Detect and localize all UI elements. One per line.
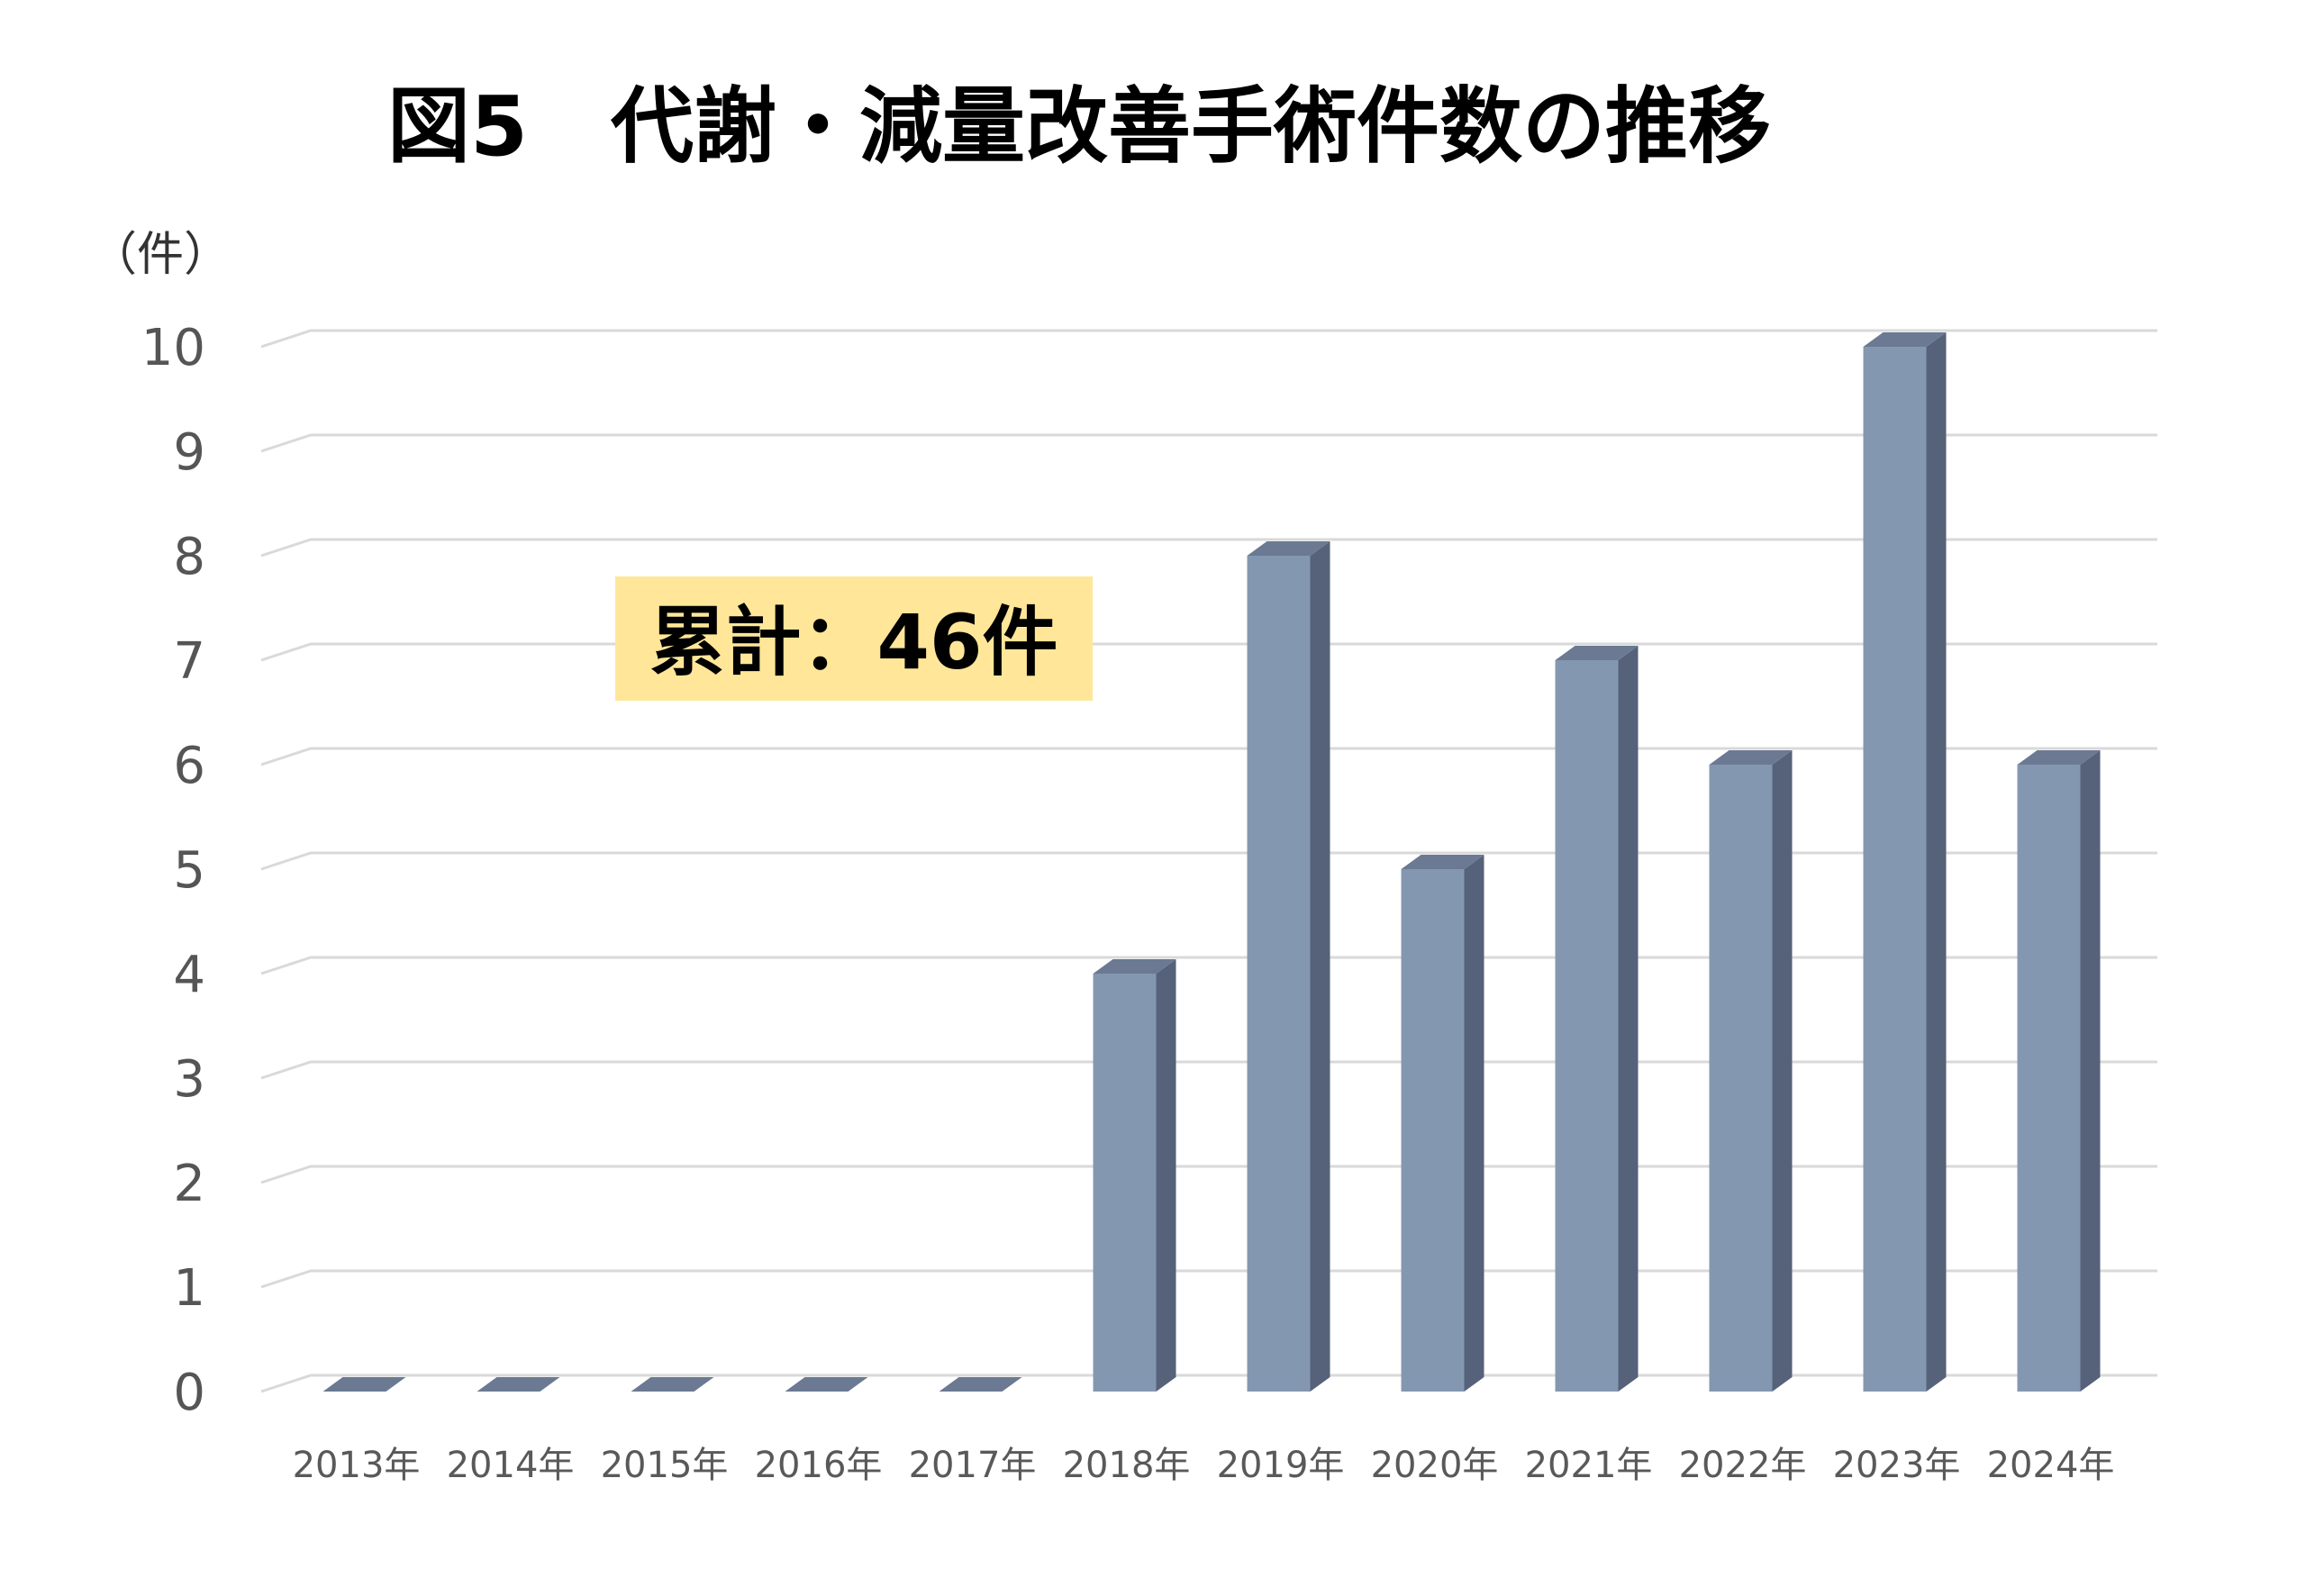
x-tick-label: 2014年	[447, 1445, 575, 1486]
bar-top	[322, 1377, 406, 1392]
chart-title: 図5 代謝・減量改善手術件数の推移	[387, 78, 1771, 175]
gridline	[260, 956, 2157, 975]
bar-front	[1555, 660, 1619, 1392]
bar-top	[1863, 332, 1947, 347]
bar-top	[1555, 646, 1639, 660]
bar-top	[2017, 750, 2101, 765]
bar-top	[1093, 959, 1176, 974]
gridline	[260, 1269, 2157, 1289]
y-tick-label: 1	[173, 1259, 205, 1318]
y-tick-label: 0	[173, 1364, 205, 1422]
bar	[939, 1377, 1022, 1392]
bar-top	[1401, 855, 1484, 869]
x-tick-label: 2020年	[1371, 1445, 1499, 1486]
bar-top	[477, 1377, 560, 1392]
y-tick-label: 8	[173, 528, 205, 586]
x-tick-label: 2015年	[601, 1445, 729, 1486]
gridline	[260, 1165, 2157, 1184]
bar-side	[1156, 959, 1176, 1392]
x-tick-label: 2013年	[293, 1445, 421, 1486]
x-tick-label: 2018年	[1063, 1445, 1191, 1486]
bar	[1555, 646, 1639, 1392]
gridline	[260, 1060, 2157, 1080]
bar-side	[2080, 750, 2101, 1392]
bar-top	[1247, 541, 1330, 556]
x-tick-label: 2023年	[1833, 1445, 1961, 1486]
bar	[1401, 855, 1484, 1392]
bar-front	[2017, 765, 2081, 1392]
bar	[785, 1377, 868, 1392]
gridline	[260, 538, 2157, 558]
cumulative-annotation: 累計：46件	[650, 598, 1058, 686]
bar	[322, 1377, 406, 1392]
bar	[477, 1377, 560, 1392]
y-tick-label: 10	[141, 319, 205, 377]
y-axis-unit: （件）	[90, 228, 231, 282]
y-tick-label: 6	[173, 737, 205, 795]
x-tick-label: 2021年	[1525, 1445, 1653, 1486]
bar-side	[1464, 855, 1484, 1392]
bar-front	[1093, 974, 1157, 1392]
y-tick-label: 9	[173, 423, 205, 482]
x-tick-label: 2017年	[909, 1445, 1037, 1486]
bar-top	[785, 1377, 868, 1392]
bar-front	[1709, 765, 1773, 1392]
y-tick-label: 4	[173, 946, 205, 1004]
bar-side	[1772, 750, 1793, 1392]
gridline	[260, 642, 2157, 662]
gridline	[260, 329, 2157, 349]
bar-side	[1618, 646, 1639, 1392]
y-tick-label: 3	[173, 1050, 205, 1109]
bar	[1093, 959, 1176, 1392]
x-tick-label: 2022年	[1679, 1445, 1807, 1486]
gridline	[260, 433, 2157, 453]
bar-front	[1863, 347, 1927, 1392]
bar-top	[631, 1377, 714, 1392]
bar-side	[1310, 541, 1330, 1392]
bar	[1247, 541, 1330, 1392]
x-axis-ticks: 2013年 2014年 2015年 2016年 2017年 2018年 2019年 2020年…	[293, 1445, 2115, 1486]
gridline	[260, 851, 2157, 871]
y-tick-label: 5	[173, 841, 205, 900]
bar	[631, 1377, 714, 1392]
bars	[322, 332, 2101, 1392]
x-tick-label: 2019年	[1217, 1445, 1345, 1486]
bar-front	[1401, 869, 1465, 1392]
bar-top	[939, 1377, 1022, 1392]
gridline	[260, 747, 2157, 766]
cumulative-annotation-box	[615, 576, 1093, 701]
gridline	[260, 1374, 2157, 1393]
bar-top	[1709, 750, 1793, 765]
bar	[1709, 750, 1793, 1392]
bar	[2017, 750, 2101, 1392]
y-tick-label: 7	[173, 632, 205, 691]
x-tick-label: 2024年	[1987, 1445, 2115, 1486]
y-axis-ticks: 0 1 2 3 4 5 6 7 8 9 10	[141, 319, 205, 1422]
bar-side	[1926, 332, 1947, 1392]
gridlines	[260, 329, 2157, 1393]
y-tick-label: 2	[173, 1155, 205, 1213]
bar-front	[1247, 556, 1311, 1392]
x-tick-label: 2016年	[755, 1445, 883, 1486]
bar	[1863, 332, 1947, 1392]
